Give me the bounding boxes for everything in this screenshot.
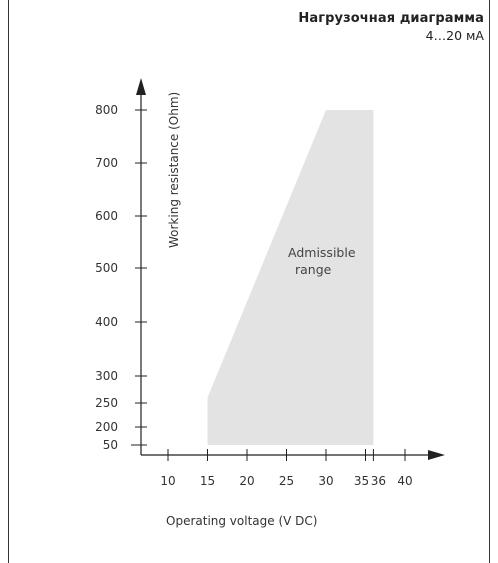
y-ticks: 50 200 250 300 400 500 600 700 800	[95, 103, 147, 452]
x-ticks: 10 15 20 25 30 35 36 40	[160, 449, 413, 488]
y-axis-arrow	[136, 78, 146, 95]
y-tick-label-600: 600	[95, 209, 118, 223]
chart-header: Нагрузочная диаграмма 4…20 мА	[298, 11, 484, 43]
y-tick-label-50: 50	[103, 438, 118, 452]
frame-left-border	[8, 0, 9, 563]
y-tick-label-200: 200	[95, 420, 118, 434]
chart-subtitle: 4…20 мА	[425, 28, 484, 43]
x-tick-label-15: 15	[200, 474, 215, 488]
y-tick-label-400: 400	[95, 315, 118, 329]
x-tick-label-40: 40	[397, 474, 412, 488]
x-tick-label-25: 25	[279, 474, 294, 488]
x-tick-label-30: 30	[318, 474, 333, 488]
y-tick-label-250: 250	[95, 396, 118, 410]
region-label-line2: range	[295, 262, 332, 277]
axes	[136, 78, 445, 460]
x-tick-label-36: 36	[371, 474, 386, 488]
x-tick-label-10: 10	[160, 474, 175, 488]
chart-title: Нагрузочная диаграмма	[298, 11, 484, 26]
x-axis-arrow	[428, 450, 445, 460]
frame-right-border	[489, 0, 490, 563]
region-label-line1: Admissible	[288, 245, 356, 260]
y-tick-label-500: 500	[95, 261, 118, 275]
y-tick-label-300: 300	[95, 369, 118, 383]
x-tick-label-35: 35	[354, 474, 369, 488]
x-tick-label-20: 20	[239, 474, 254, 488]
y-tick-label-800: 800	[95, 103, 118, 117]
y-axis-title: Working resistance (Ohm)	[167, 92, 181, 248]
x-axis-title: Operating voltage (V DC)	[166, 514, 317, 528]
admissible-range-area	[207, 110, 374, 445]
y-tick-label-700: 700	[95, 156, 118, 170]
